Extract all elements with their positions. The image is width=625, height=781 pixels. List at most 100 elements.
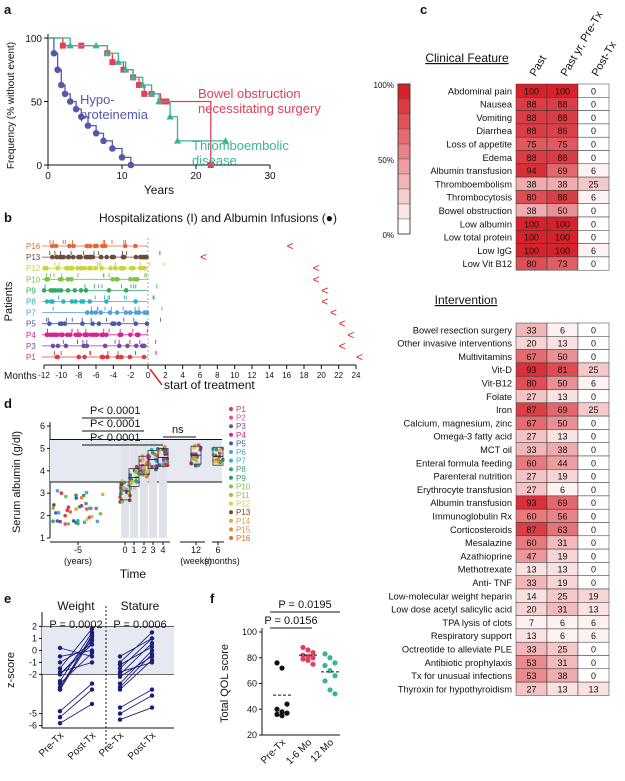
b-albumin-infusion-dot xyxy=(118,354,124,360)
c-cell-value: 0 xyxy=(591,206,596,216)
f-y-tick-label: 40 xyxy=(247,704,257,714)
a-point xyxy=(148,90,156,97)
c-scale-swatch xyxy=(397,98,411,115)
e-group-label: Stature xyxy=(121,599,160,613)
c-cell-value: 6 xyxy=(560,485,565,495)
a-series-label: proteinemia xyxy=(80,107,149,122)
c-cell-value: 44 xyxy=(557,458,567,468)
c-cell-value: 100 xyxy=(524,246,539,256)
a-point xyxy=(166,112,174,120)
a-x-tick-label: 10 xyxy=(116,171,128,182)
d-point xyxy=(87,515,92,520)
b-albumin-infusion-dot xyxy=(76,354,82,360)
c-cell-value: 100 xyxy=(555,233,570,243)
d-point xyxy=(84,507,89,511)
f-point xyxy=(332,660,338,666)
c-cell-value: 6 xyxy=(591,379,596,389)
e-point xyxy=(149,687,155,692)
c-cell-value: 38 xyxy=(526,179,536,189)
d-legend-dot xyxy=(229,432,233,437)
a-point xyxy=(54,66,61,74)
b-albumin-infusion-dot xyxy=(78,288,84,293)
c-cell-value: 75 xyxy=(526,140,536,150)
d-x-axis-label: Time xyxy=(120,567,147,581)
b-patient-label: P12 xyxy=(26,264,41,273)
c-cell-value: 0 xyxy=(591,671,596,681)
b-x-tick-label: 8 xyxy=(215,371,220,380)
d-y-tick-label: 4 xyxy=(40,466,45,476)
b-albumin-infusion-dot xyxy=(49,243,55,249)
d-band xyxy=(130,441,138,538)
d-point xyxy=(134,479,138,483)
d-point xyxy=(54,511,58,515)
c-cell-value: 0 xyxy=(591,126,596,136)
e-pair-line xyxy=(59,632,93,682)
c-cell-value: 27 xyxy=(526,485,536,495)
b-albumin-infusion-dot xyxy=(135,332,140,338)
c-cell-value: 88 xyxy=(557,100,567,110)
c-cell-value: 0 xyxy=(591,325,596,335)
b-treatment-marker: < xyxy=(356,350,363,364)
e-y-tick-label: -2 xyxy=(29,669,37,679)
b-albumin-infusion-dot xyxy=(123,310,129,315)
b-albumin-infusion-dot xyxy=(79,265,84,271)
b-treatment-marker: < xyxy=(200,250,207,264)
b-albumin-infusion-dot xyxy=(102,243,108,249)
f-point xyxy=(322,662,328,669)
b-treatment-marker: < xyxy=(330,306,337,320)
b-albumin-infusion-dot xyxy=(144,321,150,327)
c-cell-value: 75 xyxy=(557,140,567,150)
d-y-tick-label: 6 xyxy=(40,421,45,431)
c-row-label: Parenteral nutrition xyxy=(433,472,512,482)
b-albumin-infusion-dot xyxy=(53,288,58,293)
b-albumin-infusion-dot xyxy=(102,343,108,349)
a-point xyxy=(139,81,147,88)
a-point xyxy=(109,59,116,66)
b-albumin-infusion-dot xyxy=(110,277,115,282)
e-pair-line xyxy=(59,683,93,712)
b-x-axis-label: Months xyxy=(4,371,37,382)
b-x-tick-label: 14 xyxy=(265,371,274,380)
a-point xyxy=(103,49,111,57)
e-point xyxy=(57,687,63,692)
c-cell-value: 94 xyxy=(526,166,536,176)
e-point xyxy=(149,630,155,635)
f-y-tick-label: 80 xyxy=(247,653,257,663)
c-row-label: Other invasive interventions xyxy=(397,339,512,349)
b-albumin-infusion-dot xyxy=(133,321,139,327)
b-x-tick-label: -4 xyxy=(110,371,118,380)
e-point xyxy=(57,666,63,671)
f-point xyxy=(284,710,290,716)
panel-label-f: f xyxy=(210,591,215,606)
b-x-tick-label: 22 xyxy=(334,371,343,380)
b-albumin-infusion-dot xyxy=(49,254,55,260)
c-cell-value: 50 xyxy=(557,352,567,362)
c-cell-value: 0 xyxy=(591,578,596,588)
c-cell-value: 19 xyxy=(557,578,567,588)
e-point xyxy=(149,660,155,665)
a-y-tick-label: 0 xyxy=(36,161,42,172)
b-albumin-infusion-dot xyxy=(72,288,78,293)
b-albumin-infusion-dot xyxy=(87,243,93,249)
f-point xyxy=(279,665,285,671)
b-albumin-infusion-dot xyxy=(120,254,126,260)
a-series-label: necessitating surgery xyxy=(198,101,321,116)
f-x-tick-label: Pre-Tx xyxy=(259,737,288,766)
a-point xyxy=(141,90,148,97)
d-x-group-label: (months) xyxy=(204,556,240,566)
f-point xyxy=(305,657,311,663)
c-row-label: Mesalazine xyxy=(465,538,512,548)
b-x-tick-label: -2 xyxy=(127,371,135,380)
e-point xyxy=(117,681,123,686)
b-x-tick-label: 6 xyxy=(198,371,203,380)
b-x-tick-label: 0 xyxy=(146,371,151,380)
d-point xyxy=(66,505,71,510)
c-row-label: Anti- TNF xyxy=(472,578,512,588)
d-point xyxy=(77,504,82,509)
a-point xyxy=(118,154,126,161)
c-cell-value: 100 xyxy=(524,233,539,243)
e-pair-line xyxy=(119,707,153,721)
c-row-label: Bowel obstruction xyxy=(439,206,512,216)
c-cell-value: 6 xyxy=(560,618,565,628)
d-point xyxy=(74,507,78,511)
